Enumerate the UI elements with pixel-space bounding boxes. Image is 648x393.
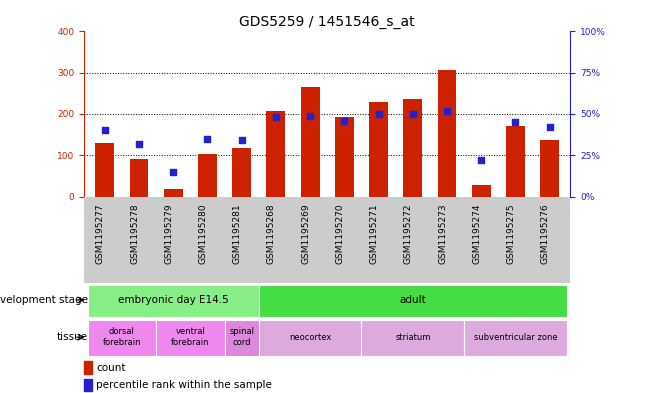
Bar [301,87,319,196]
Point [510,119,520,125]
Text: striatum: striatum [395,333,430,342]
Text: GSM1195279: GSM1195279 [164,204,173,264]
Bar [232,148,251,196]
Text: ventral
forebrain: ventral forebrain [171,327,209,347]
Bar [464,320,567,356]
Bar [198,154,217,196]
Text: GSM1195268: GSM1195268 [267,204,276,264]
Text: GSM1195273: GSM1195273 [438,204,447,264]
Bar [437,70,456,196]
Point [339,118,349,124]
Point [134,141,145,147]
Text: GSM1195271: GSM1195271 [369,204,378,264]
Text: GSM1195274: GSM1195274 [472,204,481,264]
Bar [259,285,567,316]
Text: GSM1195270: GSM1195270 [336,204,344,264]
Point [408,111,418,117]
Point [100,127,110,134]
Text: GSM1195275: GSM1195275 [507,204,515,264]
Text: percentile rank within the sample: percentile rank within the sample [97,380,272,390]
Bar [259,320,362,356]
Text: development stage: development stage [0,295,87,305]
Text: GSM1195281: GSM1195281 [233,204,242,264]
Text: count: count [97,362,126,373]
Bar [164,189,183,196]
Text: GSM1195272: GSM1195272 [404,204,413,264]
Point [202,136,213,142]
Text: subventricular zone: subventricular zone [474,333,557,342]
Bar [540,140,559,196]
Text: GSM1195280: GSM1195280 [198,204,207,264]
Bar [84,361,91,373]
Bar [130,160,148,196]
Bar [84,379,91,391]
Bar [404,99,422,196]
Point [544,124,555,130]
Point [373,111,384,117]
Bar [472,185,491,196]
Text: dorsal
forebrain: dorsal forebrain [102,327,141,347]
Bar [95,143,114,196]
Bar [506,126,525,196]
Bar [87,285,259,316]
Bar [225,320,259,356]
Bar [362,320,464,356]
Bar [87,320,156,356]
Point [442,108,452,114]
Text: GSM1195276: GSM1195276 [540,204,550,264]
Point [476,157,487,163]
Text: GSM1195269: GSM1195269 [301,204,310,264]
Title: GDS5259 / 1451546_s_at: GDS5259 / 1451546_s_at [239,15,415,29]
Text: spinal
cord: spinal cord [229,327,254,347]
Text: embryonic day E14.5: embryonic day E14.5 [118,295,229,305]
Bar [369,103,388,196]
Point [305,112,316,119]
Text: GSM1195278: GSM1195278 [130,204,139,264]
Point [237,137,247,143]
Text: tissue: tissue [56,332,87,342]
Bar [266,111,285,196]
Point [271,114,281,120]
Point [168,169,178,175]
Bar [156,320,225,356]
Text: GSM1195277: GSM1195277 [96,204,105,264]
Text: adult: adult [399,295,426,305]
Bar [335,117,354,196]
Text: neocortex: neocortex [289,333,331,342]
